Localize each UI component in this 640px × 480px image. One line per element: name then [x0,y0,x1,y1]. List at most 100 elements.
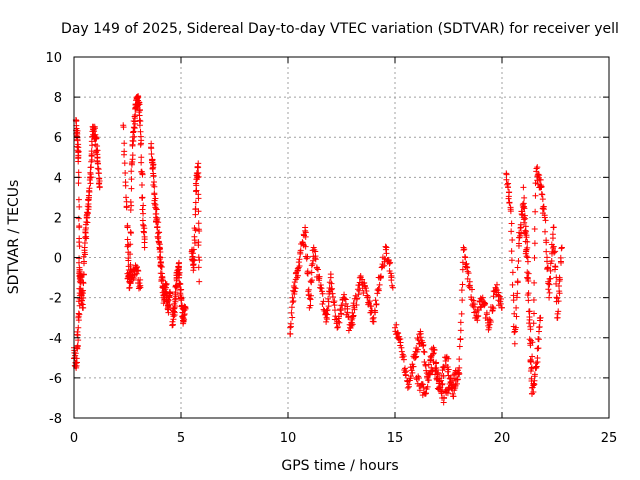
data-point [349,309,356,316]
data-point [398,348,405,355]
data-point [464,268,471,275]
y-tick-label: 6 [54,131,62,146]
data-point [459,281,466,288]
data-point [137,118,144,125]
data-point [158,259,165,266]
data-point [412,354,419,361]
data-point [345,314,352,321]
data-point [312,253,319,260]
data-point [544,265,551,272]
data-point [395,330,402,337]
data-point [153,205,160,212]
data-point [85,196,92,203]
data-point [139,206,146,213]
data-point [91,125,98,132]
data-point [342,300,349,307]
data-point [530,382,537,389]
data-point [196,278,203,285]
data-point [121,140,128,147]
data-point [325,298,332,305]
data-point [87,174,94,181]
data-point [550,224,557,231]
data-point [542,228,549,235]
data-point [383,244,390,251]
data-point [150,178,157,185]
data-point [525,277,532,284]
data-point [88,153,95,160]
data-point [546,294,553,301]
data-point [524,238,531,245]
data-point [445,366,452,373]
data-point [74,143,81,150]
data-point [88,164,95,171]
data-point [296,256,303,263]
data-point [438,377,445,384]
data-point [523,253,530,260]
data-point [297,247,304,254]
data-point [149,156,156,163]
data-point [444,390,451,397]
data-point [172,295,179,302]
y-tick-label: 8 [54,91,62,106]
data-point [557,258,564,265]
chart-title: Day 149 of 2025, Sidereal Day-to-day VTE… [61,21,619,37]
data-point [459,266,466,273]
data-point [377,274,384,281]
data-point [474,317,481,324]
data-point [163,281,170,288]
data-point [158,263,165,270]
data-point [195,226,202,233]
data-point [523,234,530,241]
data-point [128,161,135,168]
data-point [527,337,534,344]
data-point [434,375,441,382]
data-point [458,287,465,294]
data-point [128,168,135,175]
data-point [75,324,82,331]
data-point [528,365,535,372]
data-point [353,301,360,308]
data-point [360,289,367,296]
data-point [194,170,201,177]
data-point [305,286,312,293]
data-point [84,209,91,216]
data-point [302,243,309,250]
data-point [353,296,360,303]
data-point [195,173,202,180]
data-point [308,262,315,269]
data-point [291,288,298,295]
data-point [545,286,552,293]
data-point [372,309,379,316]
data-point [304,270,311,277]
data-point [122,169,129,176]
data-point [191,257,198,264]
data-point [547,267,554,274]
data-point [529,353,536,360]
data-points [71,92,565,406]
data-point [374,286,381,293]
data-point [535,171,542,178]
data-point [439,388,446,395]
data-point [328,286,335,293]
data-point [87,180,94,187]
data-point [124,236,131,243]
data-point [341,295,348,302]
data-point [178,295,185,302]
data-point [483,311,490,318]
data-point [508,228,515,235]
data-point [407,373,414,380]
data-point [543,248,550,255]
data-point [302,224,309,231]
y-tick-label: 0 [54,252,62,267]
data-point [308,269,315,276]
data-point [94,165,101,172]
data-point [175,263,182,270]
data-point [503,176,510,183]
data-point [308,277,315,284]
data-point [75,310,82,317]
data-point [74,332,81,339]
data-point [121,151,128,158]
data-point [83,235,90,242]
data-point [410,363,417,370]
